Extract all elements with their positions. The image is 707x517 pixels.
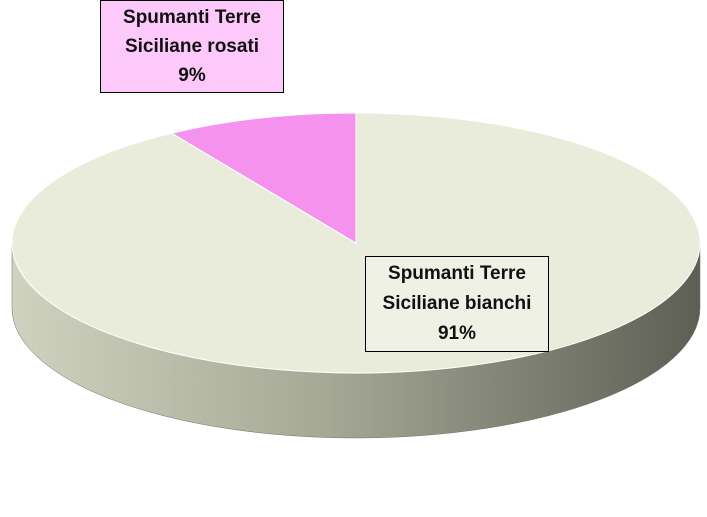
value-label: 9% xyxy=(178,65,206,86)
slice-label: Spumanti Terre Siciliane rosati xyxy=(123,7,261,57)
slice-label: Spumanti Terre Siciliane bianchi xyxy=(382,263,532,314)
data-label-box: Spumanti Terre Siciliane rosati 9% xyxy=(100,0,284,93)
data-label-box: Spumanti Terre Siciliane bianchi 91% xyxy=(365,256,549,352)
value-label: 91% xyxy=(437,323,477,344)
slice xyxy=(170,112,357,244)
